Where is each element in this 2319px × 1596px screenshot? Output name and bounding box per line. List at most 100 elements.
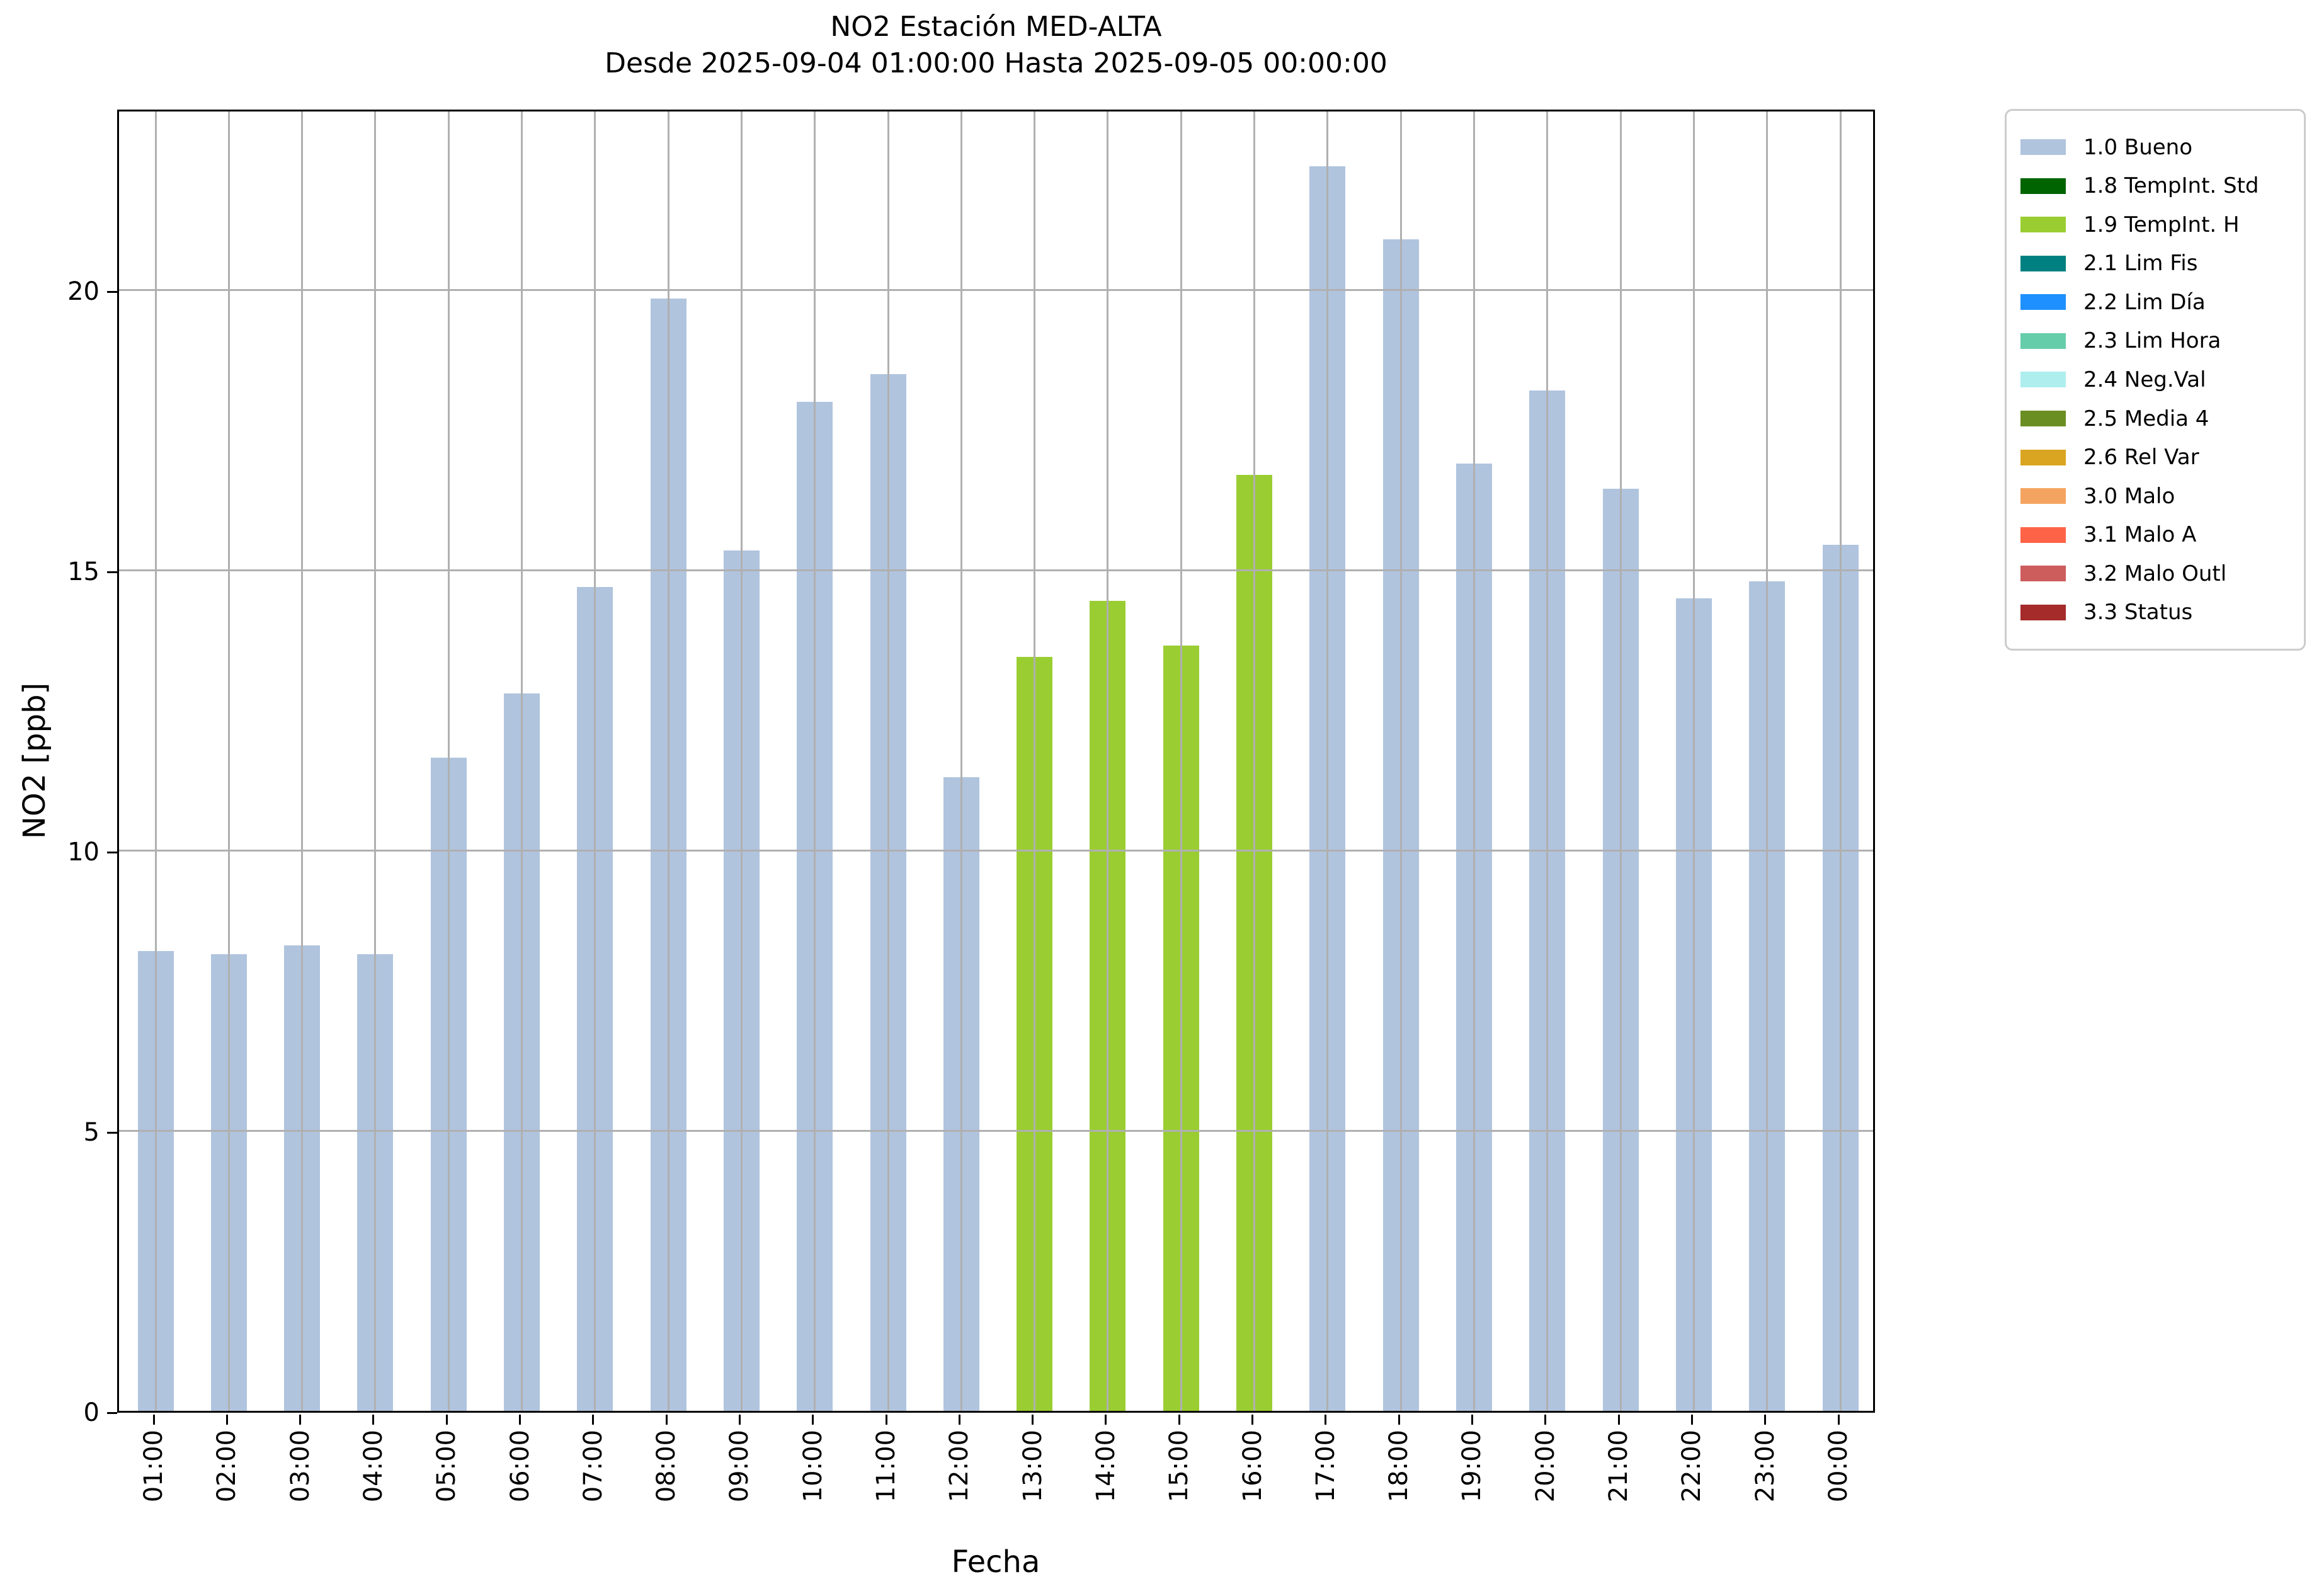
x-tick-label: 02:00 (212, 1430, 242, 1503)
x-tick-mark (1178, 1415, 1180, 1425)
x-tick-mark (1032, 1415, 1034, 1425)
horizontal-gridline (119, 569, 1873, 571)
vertical-gridline (1107, 111, 1109, 1411)
vertical-gridline (1839, 111, 1842, 1411)
x-tick-label: 14:00 (1091, 1430, 1120, 1503)
x-tick-label: 22:00 (1677, 1430, 1707, 1503)
legend-label: 3.0 Malo (2083, 483, 2175, 509)
vertical-gridline (1473, 111, 1475, 1411)
plot-canvas (119, 111, 1873, 1411)
x-tick-label: 13:00 (1018, 1430, 1047, 1503)
x-tick-label: 08:00 (652, 1430, 681, 1503)
x-tick-label: 09:00 (725, 1430, 755, 1503)
y-axis-label: NO2 [ppb] (17, 682, 52, 840)
x-tick-mark (592, 1415, 595, 1425)
x-tick-mark (372, 1415, 375, 1425)
legend-swatch (2020, 333, 2066, 349)
legend-swatch (2020, 411, 2066, 426)
y-tick-label: 0 (83, 1398, 100, 1427)
x-tick-mark (812, 1415, 814, 1425)
y-tick-mark (107, 1131, 117, 1134)
legend-label: 1.0 Bueno (2083, 134, 2193, 160)
legend-swatch (2020, 255, 2066, 271)
legend-swatch (2020, 527, 2066, 543)
x-tick-mark (738, 1415, 741, 1425)
legend-item: 2.2 Lim Día (2020, 291, 2290, 314)
horizontal-gridline (119, 288, 1873, 291)
x-tick-label: 12:00 (945, 1430, 974, 1503)
x-tick-mark (152, 1415, 155, 1425)
legend-item: 2.5 Media 4 (2020, 408, 2290, 430)
vertical-gridline (1034, 111, 1036, 1411)
y-tick-mark (107, 290, 117, 293)
x-tick-mark (1617, 1415, 1620, 1425)
x-tick-mark (1837, 1415, 1840, 1425)
legend-item: 3.1 Malo A (2020, 523, 2290, 546)
x-tick-label: 06:00 (505, 1430, 535, 1503)
x-tick-label: 17:00 (1311, 1430, 1340, 1503)
legend-label: 1.9 TempInt. H (2083, 212, 2240, 237)
legend-swatch (2020, 488, 2066, 504)
vertical-gridline (154, 111, 157, 1411)
x-tick-label: 00:00 (1824, 1430, 1853, 1503)
x-tick-mark (1398, 1415, 1400, 1425)
legend-swatch (2020, 604, 2066, 620)
x-tick-label: 23:00 (1750, 1430, 1780, 1503)
vertical-gridline (887, 111, 889, 1411)
legend-item: 1.0 Bueno (2020, 136, 2290, 159)
x-tick-mark (1544, 1415, 1547, 1425)
x-tick-mark (225, 1415, 228, 1425)
legend-label: 2.4 Neg.Val (2083, 367, 2206, 392)
x-tick-mark (1105, 1415, 1107, 1425)
vertical-gridline (740, 111, 743, 1411)
vertical-gridline (1253, 111, 1256, 1411)
vertical-gridline (1326, 111, 1329, 1411)
x-tick-mark (1325, 1415, 1327, 1425)
vertical-gridline (447, 111, 450, 1411)
chart-subtitle: Desde 2025-09-04 01:00:00 Hasta 2025-09-… (605, 47, 1387, 79)
legend-label: 2.3 Lim Hora (2083, 328, 2221, 354)
y-tick-mark (107, 571, 117, 573)
legend-item: 3.2 Malo Outl (2020, 562, 2290, 585)
x-tick-mark (1764, 1415, 1767, 1425)
chart-title-block: NO2 Estación MED-ALTA Desde 2025-09-04 0… (117, 9, 1875, 82)
y-tick-label: 15 (67, 557, 100, 587)
x-axis-label: Fecha (951, 1544, 1040, 1580)
x-tick-label: 03:00 (285, 1430, 315, 1503)
vertical-gridline (667, 111, 669, 1411)
x-tick-label: 21:00 (1604, 1430, 1634, 1503)
x-tick-label: 15:00 (1165, 1430, 1194, 1503)
vertical-gridline (1692, 111, 1695, 1411)
legend-item: 1.9 TempInt. H (2020, 214, 2290, 236)
legend-label: 2.2 Lim Día (2083, 289, 2206, 315)
legend-label: 1.8 TempInt. Std (2083, 173, 2259, 199)
x-tick-mark (885, 1415, 887, 1425)
x-tick-mark (665, 1415, 668, 1425)
x-tick-label: 04:00 (358, 1430, 388, 1503)
horizontal-gridline (119, 849, 1873, 852)
x-tick-label: 18:00 (1384, 1430, 1414, 1503)
legend-item: 2.4 Neg.Val (2020, 368, 2290, 391)
x-tick-label: 10:00 (798, 1430, 828, 1503)
y-tick-label: 10 (67, 838, 100, 867)
y-tick-mark (107, 851, 117, 853)
legend-label: 3.2 Malo Outl (2083, 561, 2227, 586)
vertical-gridline (227, 111, 230, 1411)
legend-item: 2.6 Rel Var (2020, 446, 2290, 469)
y-tick-mark (107, 1411, 117, 1414)
vertical-gridline (1180, 111, 1182, 1411)
legend-swatch (2020, 139, 2066, 156)
legend-label: 2.1 Lim Fis (2083, 251, 2198, 276)
x-tick-label: 11:00 (872, 1430, 901, 1503)
legend-swatch (2020, 178, 2066, 194)
legend-label: 3.1 Malo A (2083, 522, 2197, 548)
legend-label: 2.6 Rel Var (2083, 445, 2199, 470)
vertical-gridline (1619, 111, 1622, 1411)
vertical-gridline (1546, 111, 1549, 1411)
vertical-gridline (521, 111, 523, 1411)
x-tick-mark (1251, 1415, 1254, 1425)
x-tick-label: 19:00 (1457, 1430, 1487, 1503)
y-tick-label: 20 (67, 277, 100, 307)
legend-item: 2.1 Lim Fis (2020, 252, 2290, 275)
